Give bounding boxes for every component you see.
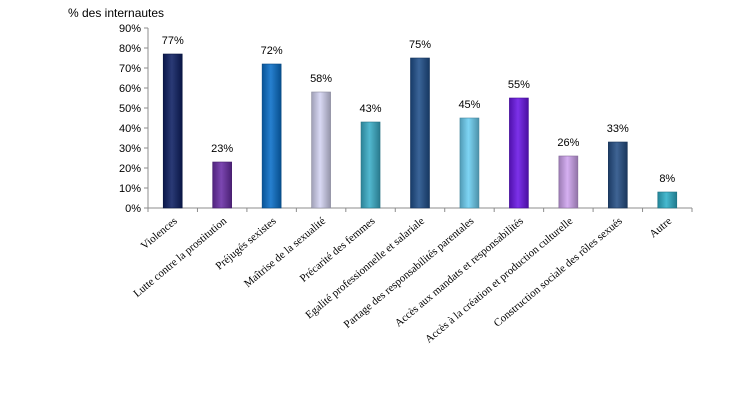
y-axis: 0% 10% 20% 30% 40% 50% 60% 70% 80% 90% (119, 23, 149, 215)
bar (212, 161, 232, 209)
data-label: 8% (659, 173, 675, 185)
y-tick-label: 30% (119, 143, 141, 155)
data-label: 33% (607, 123, 629, 135)
data-labels-group: 77% 23% 72% 58% 43% 75% 45% 55% 26% 33% 8% (162, 35, 676, 185)
data-label: 45% (458, 99, 480, 111)
y-tick-label: 0% (125, 203, 141, 215)
bars-group (162, 53, 678, 209)
data-label: 55% (508, 79, 530, 91)
y-tick-label: 90% (119, 23, 141, 35)
data-label: 77% (162, 35, 184, 47)
x-tick-label: Autre (647, 215, 674, 240)
data-label: 26% (557, 137, 579, 149)
bar (360, 121, 381, 209)
bar (162, 53, 183, 209)
bar (311, 91, 331, 209)
data-label: 72% (261, 45, 283, 57)
x-tick-label: Lutte contre la prostitution (131, 215, 229, 300)
data-label: 43% (360, 103, 382, 115)
y-tick-label: 50% (119, 103, 141, 115)
data-label: 23% (211, 143, 233, 155)
y-axis-title: % des internautes (68, 6, 164, 20)
bar (261, 63, 282, 209)
bar (558, 155, 579, 209)
bar (410, 57, 430, 209)
x-tick-label: Maîtrise de la sexualité (242, 215, 328, 290)
y-tick-label: 20% (119, 163, 141, 175)
y-tick-label: 60% (119, 83, 141, 95)
bar (509, 97, 529, 209)
x-axis (147, 207, 693, 212)
x-tick-label: Violences (139, 215, 180, 252)
data-label: 58% (310, 73, 332, 85)
data-label: 75% (409, 39, 431, 51)
bar (657, 191, 678, 209)
bar (459, 117, 480, 209)
y-tick-label: 80% (119, 43, 141, 55)
bar (608, 141, 628, 209)
y-tick-label: 10% (119, 183, 141, 195)
y-tick-label: 70% (119, 63, 141, 75)
y-tick-label: 40% (119, 123, 141, 135)
